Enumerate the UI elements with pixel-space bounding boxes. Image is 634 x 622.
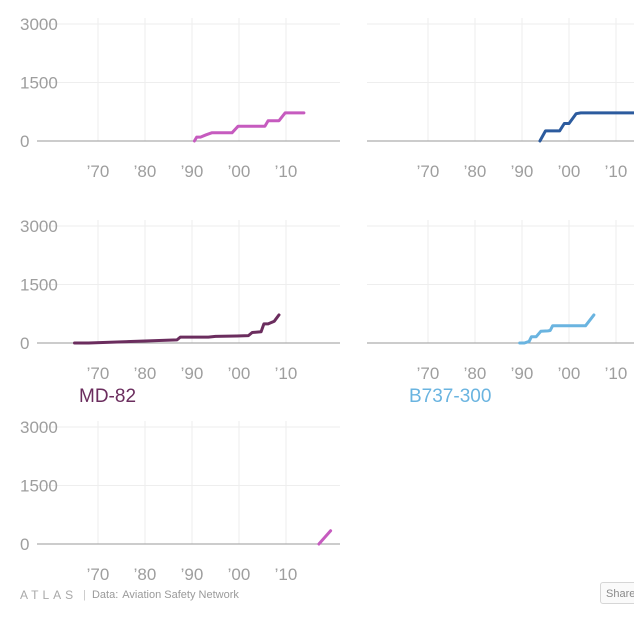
series-line <box>518 313 596 345</box>
source-label: Data: <box>91 589 119 601</box>
series-line <box>192 111 306 143</box>
chart-panel-1: 3000 1500 0 ’70 ’80 ’90 ’00 ’10 <box>20 15 340 181</box>
y-tick-label: 0 <box>20 535 29 554</box>
x-tick-label: ’00 <box>228 162 251 181</box>
series-line <box>317 529 333 546</box>
footer: ATLAS | Data: Aviation Safety Network <box>20 586 239 604</box>
x-tick-label: ’90 <box>181 565 204 582</box>
x-tick-label: ’80 <box>134 162 157 181</box>
x-tick-label: ’70 <box>87 364 110 383</box>
series-line <box>73 313 281 345</box>
chart-panel-3: 3000 1500 0 ’70 ’80 ’90 ’00 ’10 MD-82 <box>20 217 340 407</box>
y-tick-label: 0 <box>20 334 29 353</box>
y-tick-label: 0 <box>20 132 29 151</box>
x-tick-label: ’90 <box>181 364 204 383</box>
footer-separator: | <box>83 589 86 601</box>
x-tick-label: ’10 <box>275 565 298 582</box>
x-tick-label: ’00 <box>228 364 251 383</box>
x-tick-label: ’10 <box>275 162 298 181</box>
x-tick-label: ’90 <box>511 364 534 383</box>
small-multiples-chart: 300015000’70’80’90’00’10’70’80’90’00’103… <box>20 15 634 582</box>
panel-title: B737-300 <box>409 386 491 407</box>
x-tick-label: ’10 <box>605 162 628 181</box>
x-tick-label: ’70 <box>417 162 440 181</box>
source-value: Aviation Safety Network <box>122 589 239 601</box>
x-tick-label: ’00 <box>558 364 581 383</box>
x-tick-label: ’10 <box>275 364 298 383</box>
share-button[interactable]: Share <box>600 582 634 604</box>
y-tick-label: 3000 <box>20 418 58 437</box>
x-tick-label: ’80 <box>464 364 487 383</box>
y-tick-label: 1500 <box>20 477 58 496</box>
x-tick-label: ’00 <box>228 565 251 582</box>
panel-title: MD-82 <box>79 386 136 407</box>
y-tick-label: 3000 <box>20 217 58 236</box>
x-tick-label: ’80 <box>464 162 487 181</box>
x-tick-label: ’10 <box>605 364 628 383</box>
y-tick-label: 1500 <box>20 276 58 295</box>
x-tick-label: ’70 <box>87 565 110 582</box>
y-tick-label: 3000 <box>20 15 58 34</box>
atlas-logo: ATLAS <box>20 588 78 602</box>
x-tick-label: ’80 <box>134 565 157 582</box>
x-tick-label: ’80 <box>134 364 157 383</box>
x-tick-label: ’70 <box>87 162 110 181</box>
x-tick-label: ’90 <box>181 162 204 181</box>
x-tick-label: ’70 <box>417 364 440 383</box>
y-tick-label: 1500 <box>20 74 58 93</box>
x-tick-label: ’90 <box>511 162 534 181</box>
chart-panel-2: ’70 ’80 ’90 ’00 ’10 <box>367 18 634 181</box>
x-tick-label: ’00 <box>558 162 581 181</box>
chart-panel-4: ’70 ’80 ’90 ’00 ’10 B737-300 <box>367 220 634 407</box>
series-line <box>538 111 634 143</box>
